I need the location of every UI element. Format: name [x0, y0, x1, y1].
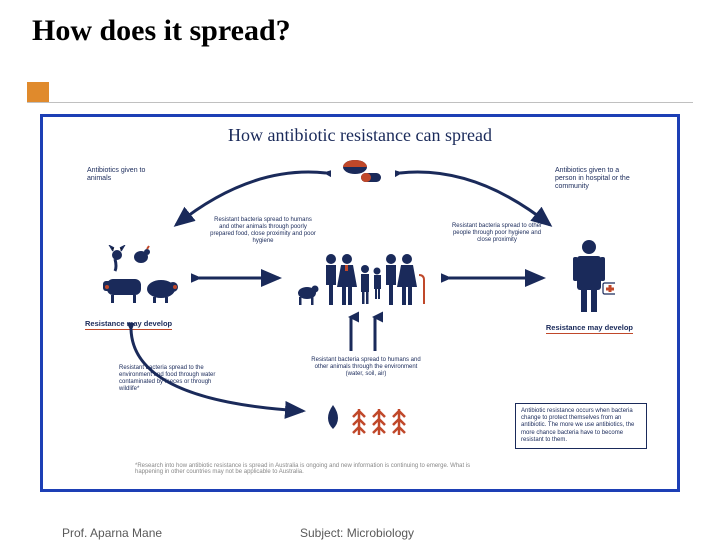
label-text: Resistance may develop [546, 323, 633, 334]
label-resistance-right: Resistance may develop [546, 317, 633, 335]
environment-icon [319, 401, 415, 441]
caption-animals-antibiotics: Antibiotics given to animals [87, 167, 157, 183]
arrow-vert-2 [367, 311, 383, 355]
caption-spread-food: Resistant bacteria spread to humans and … [209, 217, 317, 245]
family-icon [295, 247, 435, 309]
page-title: How does it spread? [32, 14, 720, 48]
animals-icon [103, 245, 181, 307]
title-divider [27, 102, 693, 103]
arrow-mid-right [441, 269, 551, 287]
info-box: Antibiotic resistance occurs when bacter… [515, 403, 647, 449]
arrow-mid-left [191, 269, 287, 287]
footer-subject: Subject: Microbiology [300, 526, 414, 540]
footnote: *Research into how antibiotic resistance… [135, 463, 495, 475]
arrow-vert-1 [343, 311, 359, 355]
footer-author: Prof. Aparna Mane [62, 526, 162, 540]
caption-person-antibiotics: Antibiotics given to a person in hospita… [555, 167, 633, 191]
caption-spread-env-up: Resistant bacteria spread to humans and … [307, 357, 425, 378]
caption-spread-env-down: Resistant bacteria spread to the environ… [119, 365, 229, 393]
infographic: How antibiotic resistance can spread Ant… [40, 114, 680, 492]
infographic-title: How antibiotic resistance can spread [43, 125, 677, 146]
medical-person-icon [563, 237, 615, 315]
pills-icon [341, 159, 385, 189]
accent-bar [27, 82, 49, 102]
caption-spread-people: Resistant bacteria spread to other peopl… [447, 223, 547, 244]
